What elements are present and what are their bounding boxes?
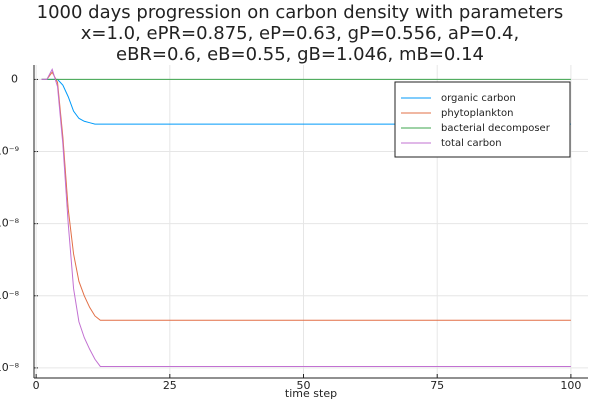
legend-label: bacterial decomposer (441, 123, 551, 134)
y-tick-label: 0 (11, 72, 18, 85)
y-tick-label: -1.0×10⁻⁸ (0, 217, 20, 230)
x-tick-label: 100 (560, 379, 581, 392)
chart-title: x=1.0, ePR=0.875, eP=0.63, gP=0.556, aP=… (81, 23, 519, 44)
series-line (41, 68, 571, 367)
legend-box (394, 81, 571, 158)
series-line (41, 71, 571, 321)
x-tick-label: 25 (163, 379, 177, 392)
x-axis-label: time step (285, 387, 337, 400)
x-tick-label: 0 (33, 379, 40, 392)
x-tick-label: 75 (430, 379, 444, 392)
chart-title: 1000 days progression on carbon density … (37, 2, 564, 23)
chart-title: eBR=0.6, eB=0.55, gB=1.046, mB=0.14 (116, 44, 484, 65)
y-tick-label: -5.0×10⁻⁹ (0, 145, 19, 158)
y-tick-label: -1.5×10⁻⁸ (0, 289, 20, 302)
x-tick-label: 50 (297, 379, 311, 392)
legend-label: phytoplankton (441, 108, 513, 119)
y-tick-label: -2.0×10⁻⁸ (0, 361, 20, 374)
legend-label: organic carbon (441, 93, 516, 104)
legend-label: total carbon (441, 138, 502, 149)
